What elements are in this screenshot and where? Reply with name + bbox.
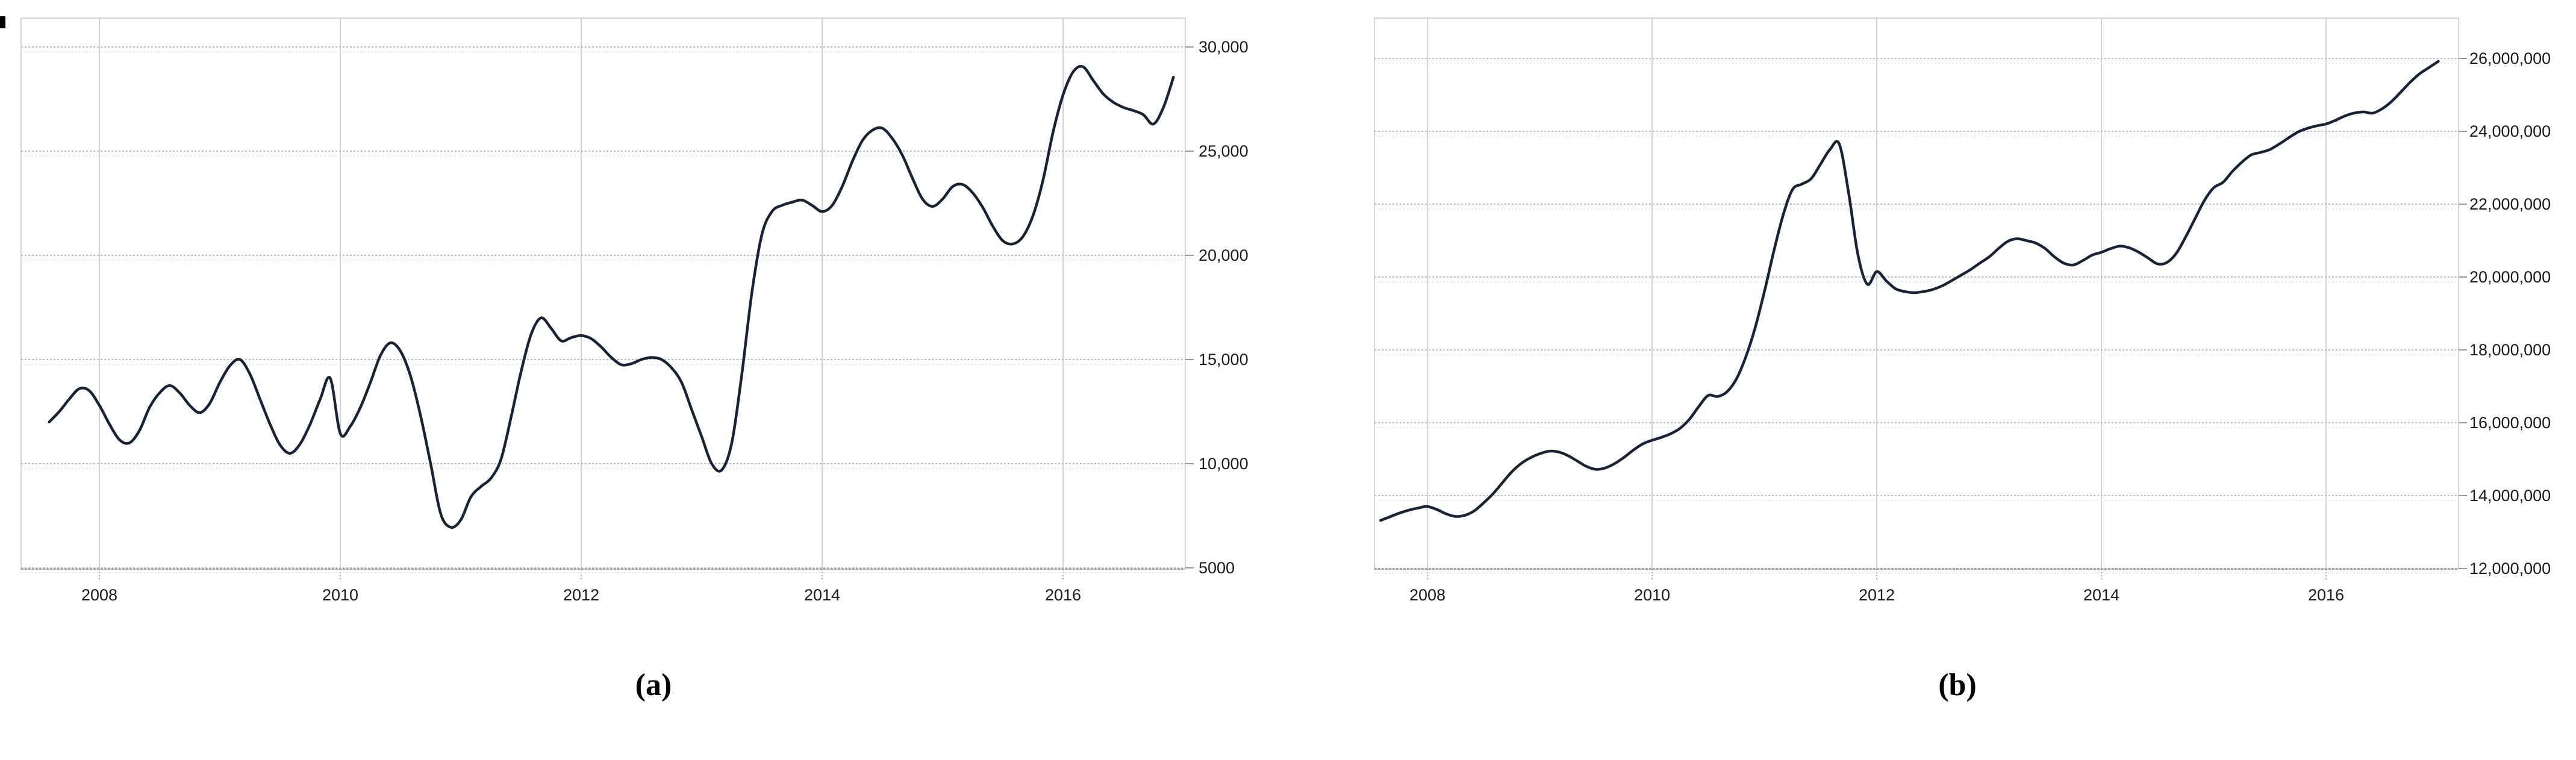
svg-text:10,000: 10,000 — [1199, 455, 1249, 473]
svg-text:12,000,000: 12,000,000 — [2469, 559, 2551, 578]
svg-text:25,000: 25,000 — [1199, 142, 1249, 160]
caption-b: (b) — [1938, 668, 1977, 702]
svg-text:2012: 2012 — [563, 586, 599, 604]
caption-a: (a) — [635, 668, 672, 702]
svg-text:2016: 2016 — [2308, 586, 2344, 604]
svg-text:2012: 2012 — [1859, 586, 1895, 604]
svg-text:16,000,000: 16,000,000 — [2469, 414, 2551, 432]
svg-text:2008: 2008 — [1409, 586, 1445, 604]
svg-text:2008: 2008 — [81, 586, 117, 604]
svg-text:26,000,000: 26,000,000 — [2469, 49, 2551, 67]
chart-b: 2008 2010 2012 2014 2016 12,000,000 14,000,000… — [1374, 17, 2551, 604]
svg-text:2014: 2014 — [804, 586, 840, 604]
svg-text:24,000,000: 24,000,000 — [2469, 122, 2551, 140]
svg-text:20,000: 20,000 — [1199, 246, 1249, 264]
svg-text:2010: 2010 — [322, 586, 358, 604]
svg-text:22,000,000: 22,000,000 — [2469, 195, 2551, 213]
svg-text:14,000,000: 14,000,000 — [2469, 487, 2551, 505]
chart-a: 2008 2010 2012 2014 2016 5000 10,000 15,000 20,0… — [20, 17, 1249, 604]
svg-text:30,000: 30,000 — [1199, 38, 1249, 56]
svg-text:2014: 2014 — [2083, 586, 2119, 604]
svg-text:5000: 5000 — [1199, 559, 1235, 577]
svg-text:15,000: 15,000 — [1199, 350, 1249, 369]
scan-artifact — [0, 16, 5, 28]
svg-text:18,000,000: 18,000,000 — [2469, 341, 2551, 359]
svg-text:2016: 2016 — [1045, 586, 1081, 604]
svg-text:20,000,000: 20,000,000 — [2469, 268, 2551, 286]
svg-text:2010: 2010 — [1634, 586, 1670, 604]
